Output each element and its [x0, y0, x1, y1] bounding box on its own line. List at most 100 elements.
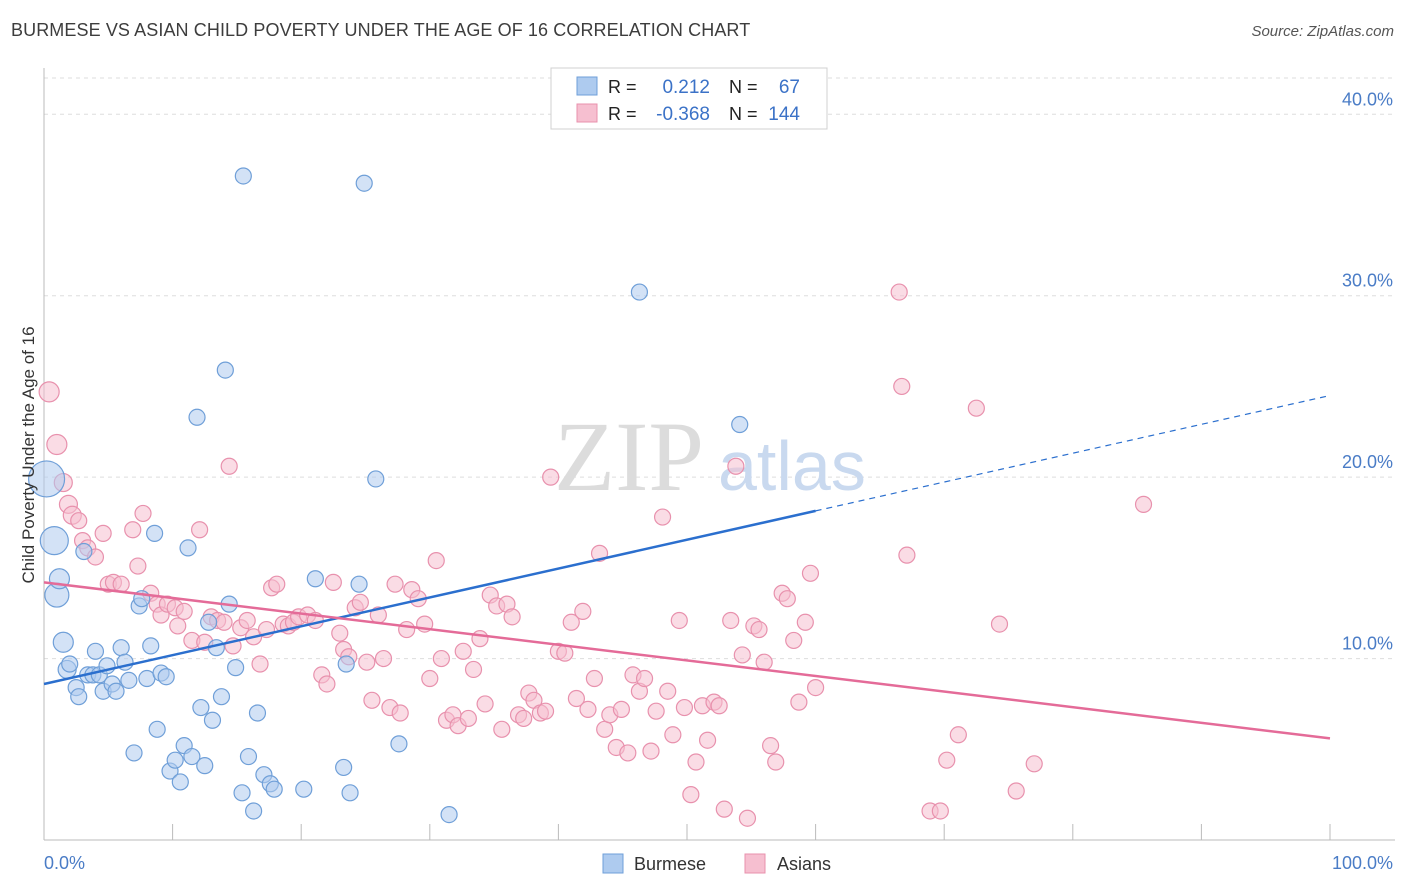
asian-point — [898, 546, 916, 564]
asian-point — [738, 809, 757, 827]
burmese-point — [145, 524, 164, 542]
asian-point — [750, 620, 768, 639]
asian-point — [790, 693, 808, 711]
asian-point — [331, 624, 349, 642]
axes — [43, 68, 1395, 841]
burmese-point — [148, 720, 166, 738]
asian-point — [476, 695, 494, 713]
asian-point — [318, 675, 336, 693]
asian-point — [949, 726, 967, 744]
burmese-point — [196, 757, 214, 775]
legend-swatch-burmese — [576, 76, 598, 96]
asian-point — [220, 457, 238, 475]
x-tick-label-max: 100.0% — [1332, 853, 1393, 873]
asian-point — [459, 709, 477, 728]
asian-point — [503, 608, 521, 626]
burmese-point — [52, 631, 74, 653]
asian-point — [251, 655, 269, 673]
burmese-trend-line — [43, 509, 816, 686]
watermark: ZIP atlas — [554, 401, 866, 512]
asian-point — [1007, 782, 1025, 800]
asian-point — [38, 381, 60, 403]
asian-point — [175, 602, 193, 621]
asian-point — [647, 702, 665, 720]
asian-point — [386, 575, 404, 593]
asian-point — [612, 700, 631, 718]
asian-point — [129, 557, 147, 575]
asian-point — [675, 698, 694, 717]
legend-r-label-burmese: R = — [608, 77, 637, 97]
bottom-legend: Burmese Asians — [602, 853, 831, 874]
asian-point — [806, 678, 825, 697]
burmese-point — [390, 735, 408, 753]
burmese-point — [75, 542, 93, 561]
y-tick-label: 10.0% — [1342, 634, 1393, 654]
burmese-point — [183, 747, 201, 766]
asian-point — [421, 669, 439, 688]
asian-point — [124, 521, 142, 539]
asian-point — [169, 617, 187, 635]
asian-point — [733, 646, 751, 664]
asian-point — [585, 669, 604, 688]
asian-point — [493, 720, 511, 738]
asian-point — [755, 653, 773, 671]
burmese-point — [212, 688, 231, 706]
legend-r-value-asians: -0.368 — [656, 104, 710, 125]
asian-point — [562, 613, 580, 631]
asian-point — [931, 802, 949, 820]
legend-swatch-asians — [576, 103, 598, 123]
legend-n-value-asians: 144 — [768, 104, 800, 125]
burmese-point — [265, 780, 283, 798]
asian-point — [687, 753, 705, 771]
burmese-point — [234, 167, 252, 185]
asian-point — [990, 615, 1009, 633]
burmese-point — [233, 784, 251, 802]
asian-point — [761, 737, 780, 755]
burmese-point — [166, 751, 184, 769]
bottom-legend-swatch-asians — [744, 853, 766, 874]
asian-point — [268, 575, 286, 593]
asian-point — [391, 704, 409, 722]
asian-point — [398, 620, 416, 639]
asian-point — [670, 611, 688, 630]
asian-point — [1025, 755, 1043, 773]
burmese-point — [216, 361, 234, 379]
asian-point — [659, 682, 677, 700]
asian-point — [191, 521, 209, 539]
asian-point — [351, 593, 369, 611]
burmese-point — [157, 668, 175, 686]
asian-point — [801, 564, 820, 582]
asian-point — [238, 611, 256, 630]
data-points — [27, 167, 1153, 827]
asian-point — [542, 468, 560, 486]
burmese-point — [188, 408, 206, 426]
asian-trend-line — [43, 581, 1331, 740]
legend-n-label-burmese: N = — [729, 77, 758, 97]
bottom-legend-swatch-burmese — [602, 853, 624, 874]
burmese-trend-extension — [815, 394, 1331, 512]
asian-point — [215, 613, 233, 631]
asian-point — [427, 551, 445, 570]
asian-point — [893, 377, 911, 396]
burmese-point — [248, 704, 267, 722]
burmese-point — [335, 758, 353, 777]
asian-point — [635, 669, 654, 688]
asian-point — [796, 613, 814, 631]
legend-n-value-burmese: 67 — [779, 77, 800, 98]
asian-point — [358, 653, 376, 671]
bottom-legend-label-asians: Asians — [777, 854, 831, 874]
asian-point — [374, 649, 393, 668]
burmese-point — [203, 711, 222, 729]
asian-point — [432, 649, 450, 668]
source-label: Source: ZipAtlas.com — [1251, 23, 1394, 40]
burmese-point — [630, 283, 649, 301]
asian-point — [579, 700, 597, 718]
asian-point — [653, 508, 672, 526]
burmese-point — [337, 655, 355, 673]
asian-point — [112, 575, 130, 593]
asian-point — [778, 590, 796, 608]
burmese-point — [171, 773, 189, 791]
asian-point — [556, 644, 574, 662]
burmese-point — [39, 526, 69, 556]
